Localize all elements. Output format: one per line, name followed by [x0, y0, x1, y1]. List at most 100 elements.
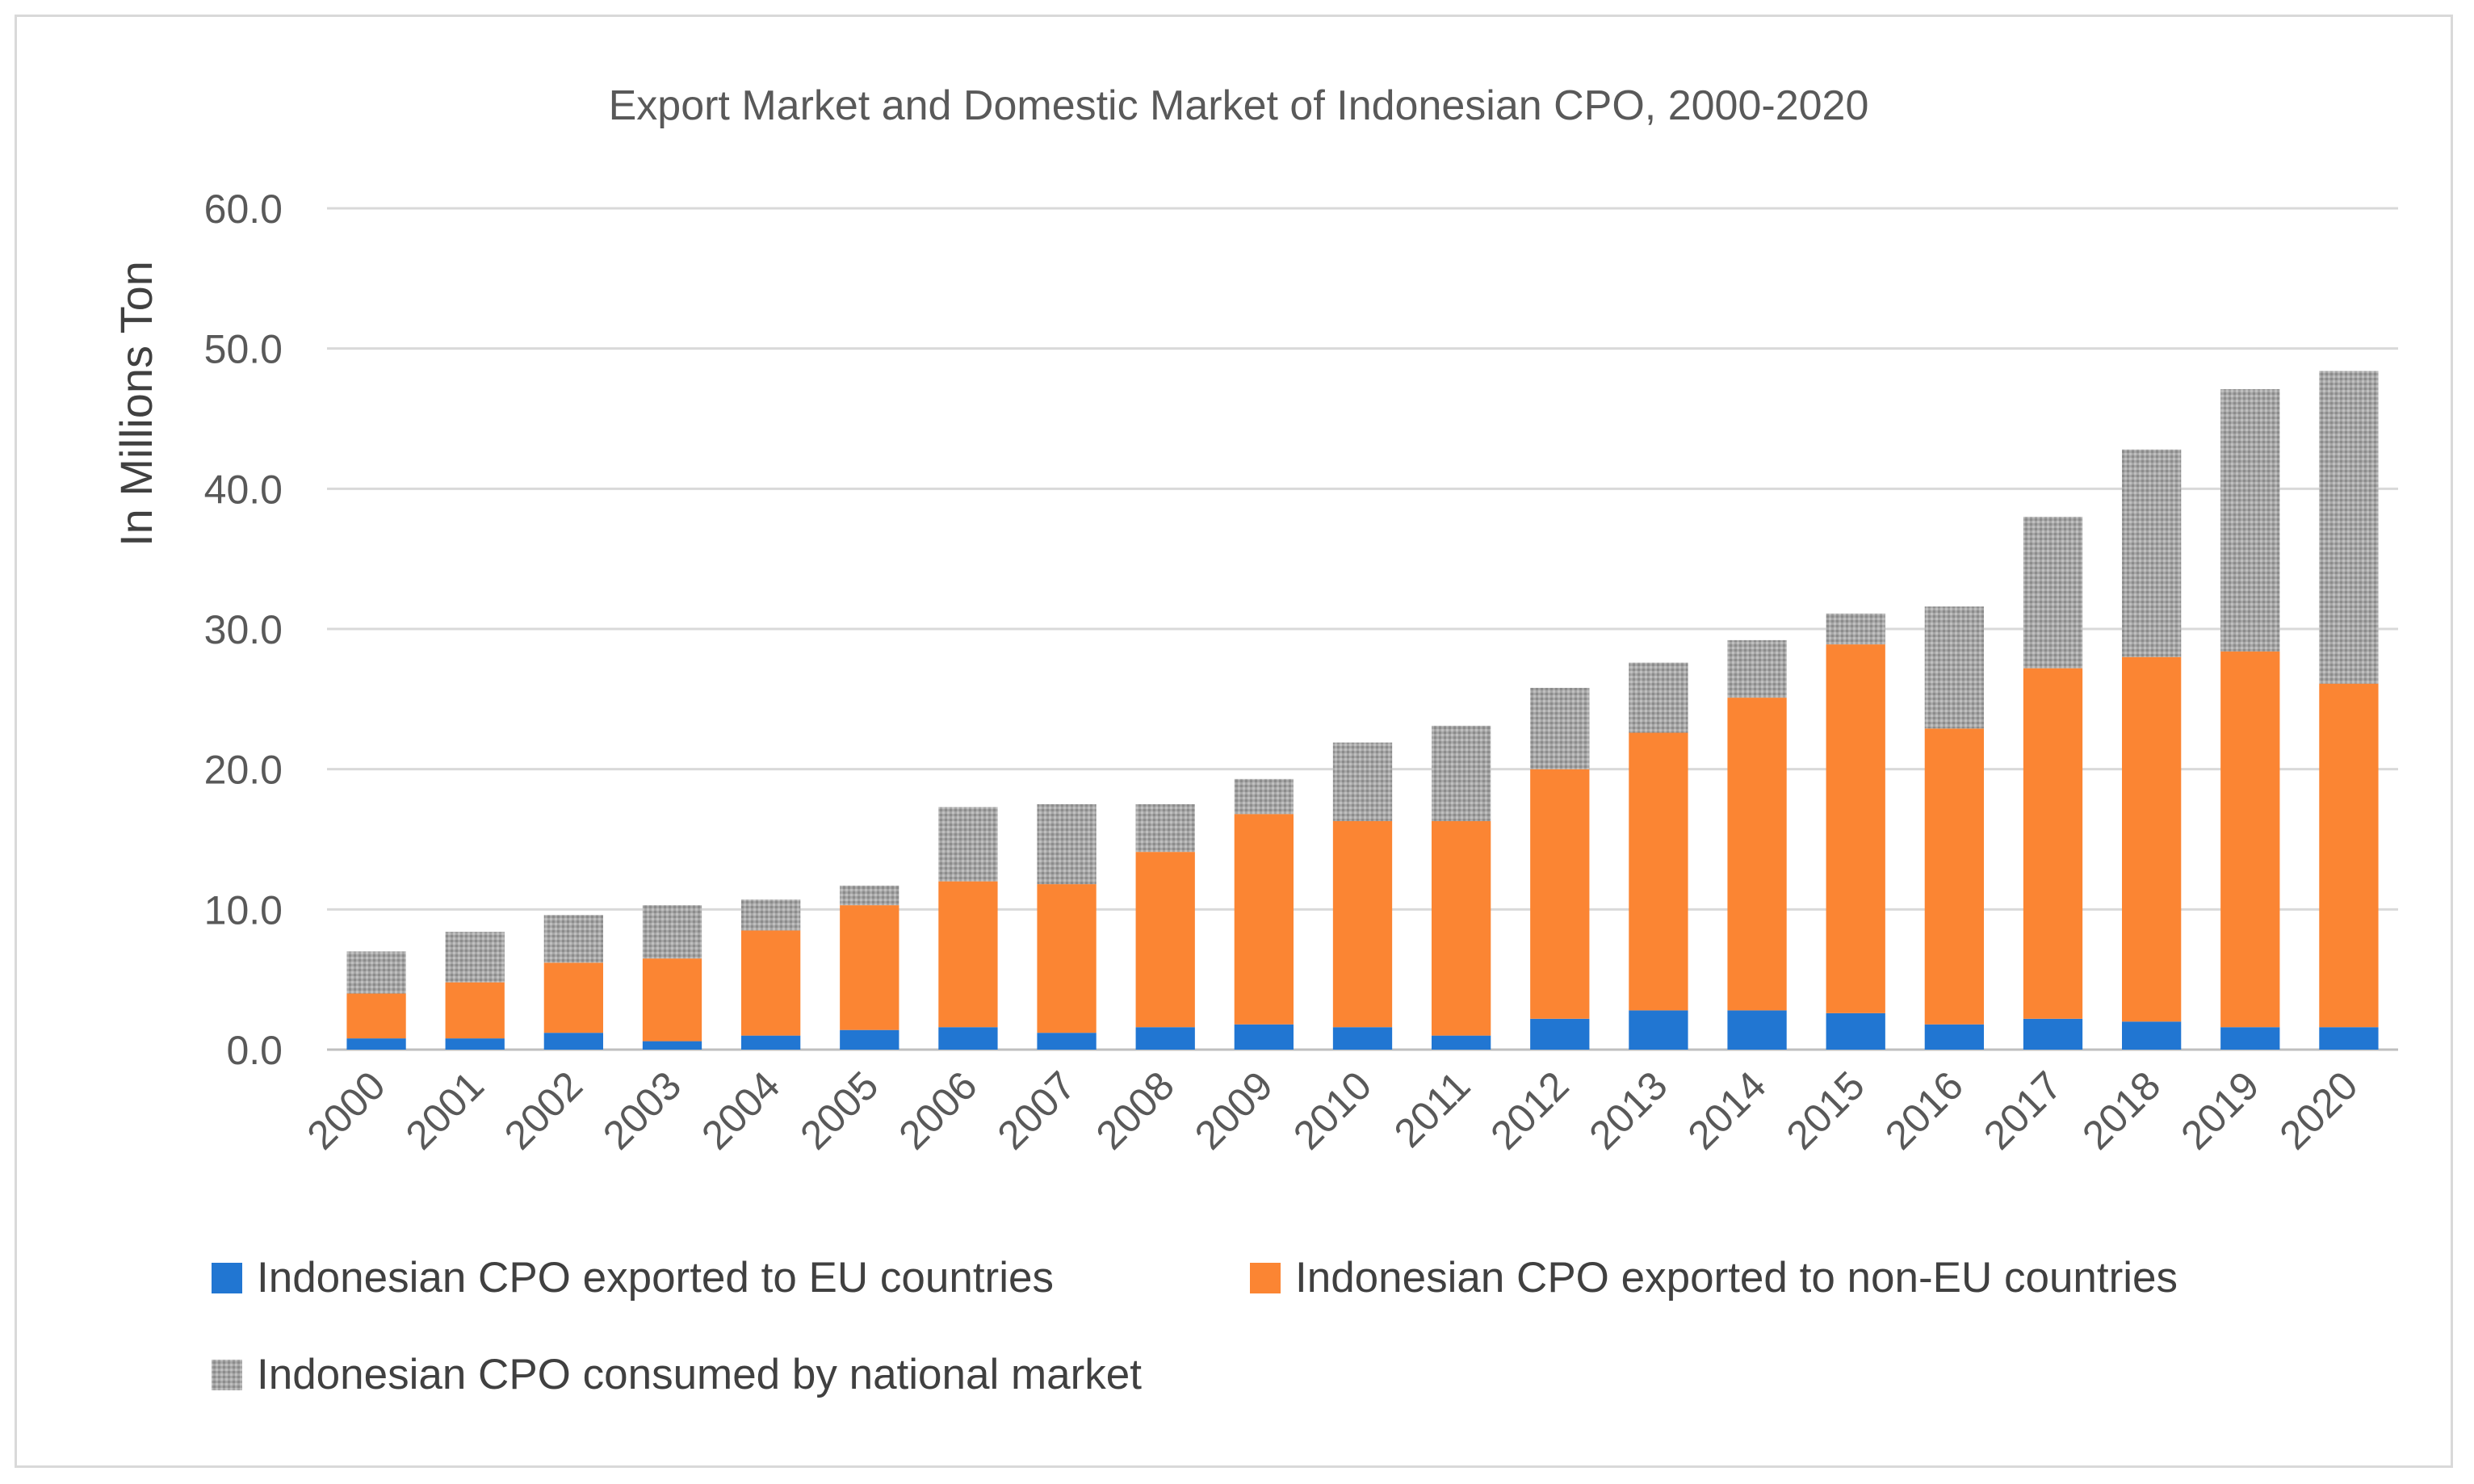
bar-segment-series-3	[346, 951, 406, 994]
y-tick-label: 50.0	[204, 327, 283, 372]
bar-segment-series-2	[445, 982, 505, 1039]
x-tick-label: 2003	[594, 1063, 690, 1158]
legend: Indonesian CPO exported to EU countries I…	[212, 1254, 2178, 1398]
legend-label-series-2: Indonesian CPO exported to non-EU countr…	[1295, 1254, 2178, 1302]
bar-segment-series-2	[1924, 728, 1984, 1025]
x-tick-label: 2010	[1285, 1063, 1380, 1158]
bar-segment-series-2	[1530, 769, 1590, 1019]
x-axis-ticks: 2000 2001 2002 2003 2004 2005 2006 2007 2008 2009…	[299, 1063, 2367, 1158]
bar-segment-series-2	[1432, 820, 1491, 1036]
bar-segment-series-1	[2023, 1018, 2083, 1050]
bar-segment-series-3	[2319, 371, 2379, 684]
bar-segment-series-1	[642, 1041, 702, 1050]
bar-segment-series-3	[642, 905, 702, 959]
x-tick-label: 2011	[1386, 1063, 1479, 1156]
x-tick-label: 2012	[1482, 1063, 1577, 1158]
bar-segment-series-1	[1826, 1012, 1885, 1050]
x-tick-label: 2005	[791, 1063, 887, 1158]
bar-segment-series-3	[445, 932, 505, 983]
x-tick-label: 2009	[1186, 1063, 1281, 1158]
y-tick-label: 30.0	[204, 607, 283, 652]
bar-segment-series-3	[1629, 662, 1688, 733]
bar-segment-series-3	[2220, 389, 2280, 652]
x-tick-label: 2018	[2074, 1063, 2169, 1158]
bar-segment-series-2	[1135, 852, 1195, 1028]
bar-segment-series-3	[1234, 778, 1294, 815]
bar-segment-series-1	[1924, 1024, 1984, 1050]
x-tick-label: 2001	[397, 1063, 493, 1158]
bar-segment-series-1	[1234, 1024, 1294, 1050]
chart-title: Export Market and Domestic Market of Ind…	[609, 82, 1869, 129]
y-tick-label: 10.0	[204, 887, 283, 933]
bar-segment-series-3	[1727, 639, 1787, 698]
x-tick-label: 2014	[1679, 1063, 1775, 1158]
bar-segment-series-2	[1629, 732, 1688, 1011]
x-tick-label: 2020	[2271, 1063, 2366, 1158]
bar-segment-series-1	[2319, 1027, 2379, 1050]
bar-segment-series-2	[2023, 668, 2083, 1019]
bar-segment-series-1	[741, 1035, 801, 1050]
x-tick-label: 2016	[1876, 1063, 1972, 1158]
bar-segment-series-1	[346, 1038, 406, 1050]
y-axis-ticks: 0.0 10.0 20.0 30.0 40.0 50.0 60.0	[204, 187, 283, 1073]
bar-segment-series-3	[1924, 606, 1984, 729]
x-tick-label: 2017	[1975, 1063, 2070, 1158]
bar-segment-series-3	[741, 899, 801, 931]
bar-segment-series-2	[2220, 651, 2280, 1028]
bar-segment-series-2	[2122, 656, 2182, 1022]
legend-label-series-3: Indonesian CPO consumed by national mark…	[257, 1351, 1142, 1398]
bar-segment-series-3	[543, 915, 603, 963]
x-tick-label: 2015	[1778, 1063, 1873, 1158]
bar-segment-series-2	[1234, 814, 1294, 1025]
bar-segment-series-2	[1037, 884, 1097, 1033]
bar-segment-series-3	[2023, 517, 2083, 669]
bar-segment-series-3	[1332, 742, 1393, 821]
bars	[346, 371, 2379, 1050]
legend-label-series-1: Indonesian CPO exported to EU countries	[257, 1254, 1054, 1302]
legend-swatch-series-2	[1250, 1263, 1281, 1293]
bar-segment-series-3	[1432, 725, 1491, 821]
x-tick-label: 2006	[890, 1063, 985, 1158]
bar-segment-series-3	[938, 807, 998, 882]
y-tick-label: 20.0	[204, 748, 283, 793]
bar-segment-series-2	[1826, 644, 1885, 1013]
x-tick-label: 2008	[1088, 1063, 1183, 1158]
bar-segment-series-1	[543, 1033, 603, 1050]
bar-segment-series-1	[840, 1029, 899, 1050]
x-tick-label: 2013	[1580, 1063, 1675, 1158]
x-tick-label: 2019	[2172, 1063, 2267, 1158]
bar-segment-series-3	[1037, 804, 1097, 885]
bar-segment-series-3	[1135, 804, 1195, 853]
bar-segment-series-1	[1530, 1018, 1590, 1050]
bar-segment-series-3	[840, 885, 899, 906]
bar-segment-series-2	[543, 962, 603, 1033]
y-axis-label: In Millions Ton	[111, 261, 161, 547]
bar-segment-series-1	[1629, 1010, 1688, 1050]
y-tick-label: 60.0	[204, 187, 283, 232]
bar-segment-series-2	[840, 905, 899, 1030]
bar-segment-series-3	[1530, 687, 1590, 769]
bar-segment-series-2	[1727, 698, 1787, 1011]
bar-segment-series-1	[1135, 1027, 1195, 1050]
x-tick-label: 2000	[299, 1063, 394, 1158]
x-tick-label: 2002	[496, 1063, 591, 1158]
bar-segment-series-2	[346, 993, 406, 1039]
x-tick-label: 2004	[693, 1063, 788, 1158]
bar-segment-series-2	[1332, 820, 1393, 1028]
bar-segment-series-1	[1432, 1035, 1491, 1050]
bar-segment-series-1	[1037, 1033, 1097, 1050]
bar-segment-series-1	[2122, 1021, 2182, 1050]
x-tick-label: 2007	[989, 1063, 1084, 1158]
bar-segment-series-2	[2319, 683, 2379, 1028]
bar-segment-series-1	[2220, 1027, 2280, 1050]
legend-swatch-series-1	[212, 1263, 242, 1293]
bar-segment-series-3	[2122, 449, 2182, 657]
bar-segment-series-3	[1826, 613, 1885, 645]
y-tick-label: 0.0	[226, 1028, 283, 1073]
bar-segment-series-1	[938, 1027, 998, 1050]
bar-segment-series-2	[642, 958, 702, 1042]
y-tick-label: 40.0	[204, 467, 283, 512]
bar-segment-series-1	[1332, 1027, 1393, 1050]
legend-swatch-series-3	[212, 1360, 242, 1390]
